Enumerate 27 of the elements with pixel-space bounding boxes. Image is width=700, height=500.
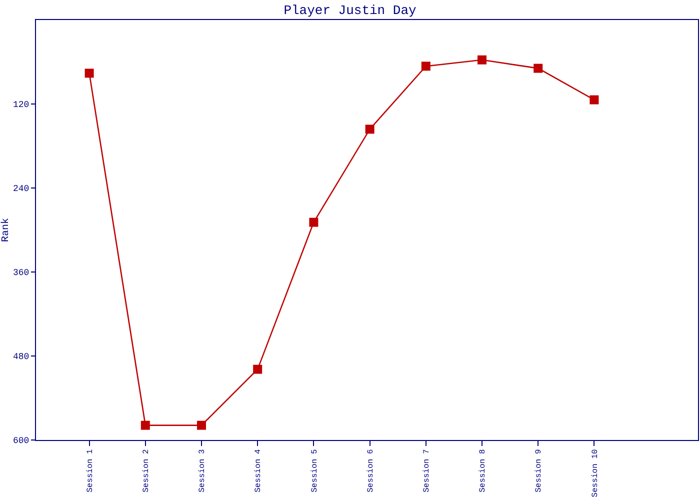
chart-title: Player Justin Day [284,3,417,18]
y-tick-label: 120 [12,100,30,110]
x-tick-label: Session 8 [478,449,488,492]
y-tick-label: 240 [12,184,30,194]
point [84,68,94,78]
x-tick-label: Session 5 [310,449,320,492]
x-tick-label: Session 2 [142,449,151,492]
point [309,218,318,227]
y-tick-label: 600 [12,436,30,446]
point [197,420,206,430]
x-tick-label: Session 4 [254,449,264,492]
y-tick-label: 360 [12,268,30,278]
point [365,124,374,134]
point [534,64,543,73]
x-tick-label: Session 7 [422,449,432,492]
x-tick-label: Session 1 [86,449,95,492]
point [421,62,430,71]
y-tick-label: 480 [12,352,30,362]
point [590,95,599,104]
x-tick-label: Session 6 [366,449,376,492]
point [253,364,262,374]
x-tick-label: Session 3 [198,449,208,492]
point [140,420,150,430]
x-tick-label: Session 10 [590,449,600,498]
point [478,55,487,64]
x-tick-label: Session 9 [534,449,544,492]
y-axis-title: Rank [0,218,12,242]
